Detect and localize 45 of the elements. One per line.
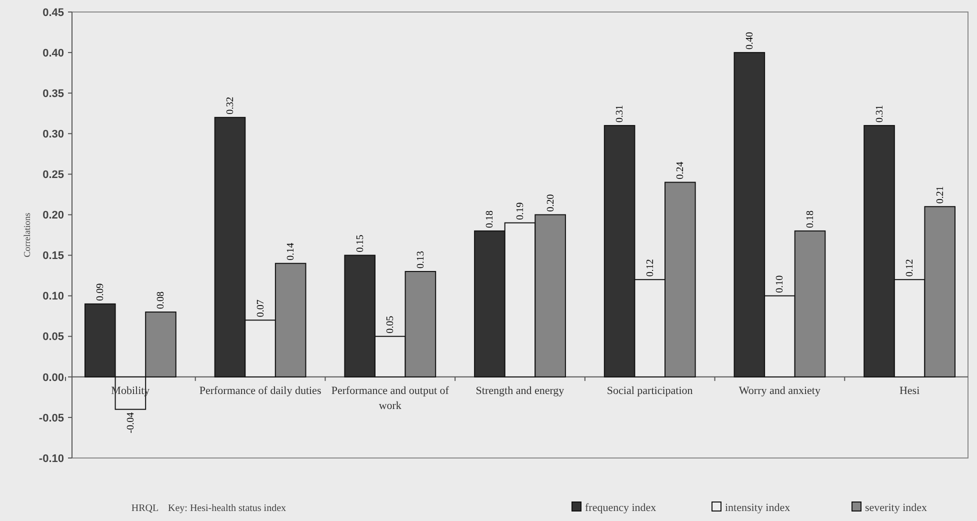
data-label: 0.05 [385, 316, 396, 334]
text: 0.45 [42, 6, 64, 19]
text: -0.05 [38, 412, 64, 424]
data-label: 0.31 [874, 105, 886, 123]
text: 0.25 [42, 169, 64, 182]
x-tick-label: Worry and anxiety [738, 384, 821, 397]
legend-label: frequency index [585, 502, 657, 514]
data-label: 0.12 [904, 259, 916, 277]
data-label: 0.18 [805, 210, 816, 228]
text: 0.15 [42, 250, 64, 262]
data-label: 0.07 [255, 300, 266, 318]
x-tick-label: Performance of daily duties [199, 384, 322, 397]
data-label: 0.24 [675, 162, 686, 180]
data-label: 0.09 [95, 283, 106, 301]
data-label: -0.04 [125, 412, 136, 434]
data-label: 0.14 [286, 242, 297, 260]
x-tick-label: Performance and output of work [331, 384, 450, 412]
text: 0.30 [42, 128, 64, 140]
x-axis-title: HRQL [131, 503, 159, 514]
text: 0.20 [42, 210, 64, 222]
data-label: 0.10 [774, 275, 786, 293]
data-label: 0.21 [934, 186, 946, 204]
data-label: 0.15 [354, 234, 366, 252]
data-label: 0.20 [545, 194, 556, 212]
text: Key: Hesi-health status index [168, 503, 286, 514]
x-tick-label: Social participation [606, 384, 694, 397]
data-label: 0.31 [614, 105, 626, 123]
text: -0.10 [38, 452, 64, 465]
x-tick-label: Hesi [899, 384, 920, 397]
x-tick-label: Strength and energy [476, 384, 565, 397]
data-label: 0.40 [744, 32, 756, 50]
y-axis-title: Correlations [22, 212, 32, 258]
legend-label: intensity index [725, 502, 791, 514]
data-label: 0.19 [515, 202, 526, 220]
data-label: 0.18 [484, 210, 496, 228]
data-label: 0.12 [644, 259, 656, 277]
legend-label: severity index [865, 502, 928, 514]
text: 0.40 [42, 47, 64, 60]
text: 0.00 [42, 372, 64, 384]
data-label: 0.13 [415, 250, 426, 268]
data-label: 0.32 [224, 96, 236, 114]
data-label: 0.08 [156, 292, 167, 310]
text: 0.35 [42, 88, 64, 100]
text: 0.05 [42, 331, 64, 344]
text: 0.10 [42, 290, 64, 303]
